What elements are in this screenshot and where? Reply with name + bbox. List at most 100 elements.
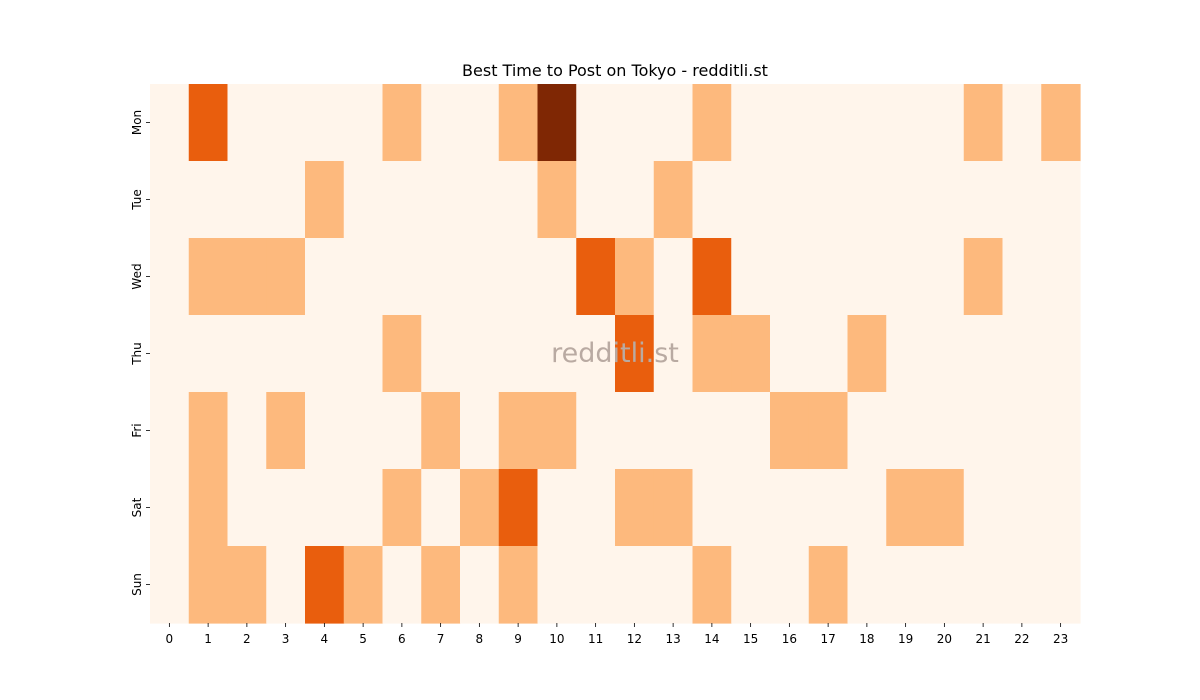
heatmap-cell xyxy=(847,392,887,470)
heatmap-cell xyxy=(343,84,384,162)
y-tick-label: Thu xyxy=(130,342,144,366)
heatmap-cell xyxy=(421,84,461,162)
heatmap-cell xyxy=(886,238,926,316)
heatmap-cell xyxy=(150,315,190,393)
heatmap-cell xyxy=(382,469,422,547)
heatmap-cell xyxy=(925,546,965,624)
heatmap-cell xyxy=(343,238,384,316)
heatmap-cell xyxy=(227,161,267,239)
y-tick-label: Sat xyxy=(130,497,144,517)
heatmap-cell xyxy=(227,469,267,547)
heatmap-cell xyxy=(653,84,694,162)
heatmap-cell xyxy=(1002,469,1042,547)
heatmap-cell xyxy=(963,161,1004,239)
heatmap-cell xyxy=(498,392,539,470)
x-tick-label: 17 xyxy=(820,632,835,646)
heatmap-cell xyxy=(925,469,965,547)
heatmap-cell xyxy=(886,161,926,239)
heatmap-cell xyxy=(460,315,500,393)
x-tick-label: 23 xyxy=(1053,632,1068,646)
heatmap-cell xyxy=(227,315,267,393)
x-axis: 0 1 2 3 4 5 6 7 8 9 10 11 12 13 14 15 16 17 18 19 20 21 22 23 xyxy=(166,623,1068,646)
heatmap-cell xyxy=(847,469,887,547)
x-tick-label: 19 xyxy=(898,632,913,646)
heatmap-cell xyxy=(770,546,810,624)
heatmap-cell xyxy=(963,546,1004,624)
y-tick-label: Sun xyxy=(130,573,144,596)
x-tick-label: 1 xyxy=(204,632,212,646)
heatmap-cell xyxy=(1041,392,1081,470)
x-tick-label: 15 xyxy=(743,632,758,646)
heatmap-cells xyxy=(150,84,1081,624)
heatmap-cell xyxy=(925,392,965,470)
heatmap-cell xyxy=(382,84,422,162)
heatmap-cell xyxy=(498,469,539,547)
heatmap-cell xyxy=(460,469,500,547)
heatmap-cell xyxy=(615,161,655,239)
heatmap-cell xyxy=(498,238,539,316)
heatmap-cell xyxy=(731,238,771,316)
heatmap-cell xyxy=(963,84,1004,162)
y-tick-label: Tue xyxy=(130,189,144,211)
heatmap-cell xyxy=(808,84,849,162)
heatmap-cell xyxy=(847,238,887,316)
heatmap-cell xyxy=(537,315,577,393)
x-tick-label: 16 xyxy=(782,632,797,646)
heatmap-cell xyxy=(1041,546,1081,624)
heatmap-cell xyxy=(886,546,926,624)
heatmap-cell xyxy=(692,84,732,162)
heatmap-cell xyxy=(576,315,616,393)
heatmap-cell xyxy=(305,546,345,624)
heatmap-cell xyxy=(227,392,267,470)
heatmap-cell xyxy=(150,469,190,547)
heatmap-cell xyxy=(498,161,539,239)
heatmap-cell xyxy=(382,315,422,393)
heatmap-cell xyxy=(305,161,345,239)
heatmap-cell xyxy=(227,238,267,316)
heatmap-cell xyxy=(653,315,694,393)
heatmap-cell xyxy=(576,546,616,624)
heatmap-cell xyxy=(925,315,965,393)
heatmap-cell xyxy=(808,315,849,393)
heatmap-cell xyxy=(421,238,461,316)
heatmap-cell xyxy=(266,238,306,316)
heatmap-cell xyxy=(498,84,539,162)
x-tick-label: 7 xyxy=(437,632,445,646)
heatmap-cell xyxy=(188,84,229,162)
heatmap-cell xyxy=(615,546,655,624)
heatmap-cell xyxy=(460,161,500,239)
heatmap-cell xyxy=(576,84,616,162)
heatmap-cell xyxy=(266,392,306,470)
heatmap-cell xyxy=(963,238,1004,316)
heatmap-cell xyxy=(963,315,1004,393)
heatmap-cell xyxy=(692,238,732,316)
heatmap-cell xyxy=(653,161,694,239)
heatmap-cell xyxy=(227,546,267,624)
heatmap-cell xyxy=(692,546,732,624)
heatmap-cell xyxy=(1041,469,1081,547)
x-tick-label: 13 xyxy=(665,632,680,646)
heatmap-cell xyxy=(963,469,1004,547)
heatmap-cell xyxy=(692,469,732,547)
heatmap-cell xyxy=(1002,238,1042,316)
heatmap-cell xyxy=(305,238,345,316)
heatmap-cell xyxy=(808,469,849,547)
heatmap-cell xyxy=(925,161,965,239)
heatmap-cell xyxy=(731,84,771,162)
heatmap-cell xyxy=(576,238,616,316)
heatmap-cell xyxy=(266,161,306,239)
heatmap-cell xyxy=(653,469,694,547)
x-tick-label: 2 xyxy=(243,632,251,646)
x-tick-label: 21 xyxy=(975,632,990,646)
heatmap-cell xyxy=(266,84,306,162)
heatmap-cell xyxy=(343,469,384,547)
x-tick-label: 14 xyxy=(704,632,719,646)
heatmap-cell xyxy=(1041,161,1081,239)
heatmap-cell xyxy=(808,161,849,239)
heatmap-cell xyxy=(808,392,849,470)
heatmap-cell xyxy=(460,238,500,316)
heatmap-cell xyxy=(576,469,616,547)
heatmap-cell xyxy=(1002,392,1042,470)
heatmap-cell xyxy=(188,546,229,624)
x-tick-label: 12 xyxy=(627,632,642,646)
